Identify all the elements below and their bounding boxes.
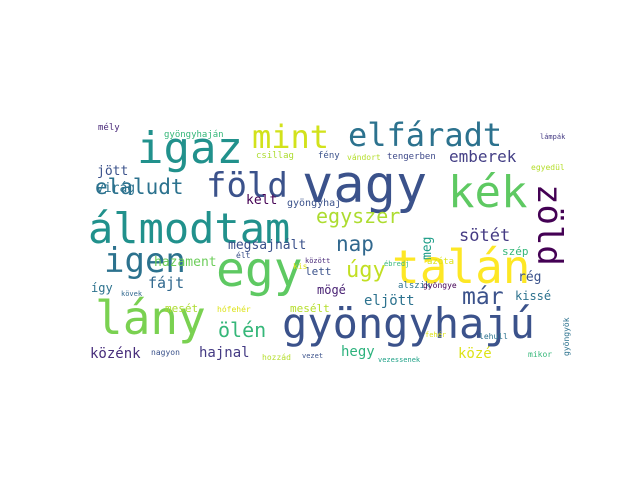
word: alszik xyxy=(398,281,431,291)
word: emberek xyxy=(449,147,517,166)
word: kissé xyxy=(515,289,551,303)
word: nagyon xyxy=(151,348,180,357)
word: igen xyxy=(104,241,186,281)
word: ölén xyxy=(218,318,266,342)
word: igaz xyxy=(137,123,243,174)
word: vándort xyxy=(347,153,381,162)
word: élt xyxy=(236,250,251,260)
word: föld xyxy=(206,166,288,206)
word: mesét xyxy=(165,302,198,315)
word: azóta xyxy=(427,256,454,267)
word: tengerben xyxy=(387,152,436,162)
word: rég xyxy=(518,270,541,285)
word: mögé xyxy=(317,283,346,297)
word: között xyxy=(305,257,330,265)
word: virág xyxy=(96,181,135,196)
word: elfáradt xyxy=(348,116,502,154)
word: mikor xyxy=(528,350,552,359)
word: fehér xyxy=(425,331,446,339)
word: egyszer xyxy=(316,204,400,228)
word: gyöngyhaj xyxy=(287,198,341,209)
word: mély xyxy=(98,122,120,133)
word: vagy xyxy=(302,155,427,215)
word: vezet xyxy=(302,352,323,360)
word: kis xyxy=(293,262,308,271)
word: nap xyxy=(336,232,374,256)
word: úgy xyxy=(346,258,386,283)
word: mint xyxy=(252,118,329,156)
word: hajnal xyxy=(199,345,250,361)
word: hófehér xyxy=(217,304,251,314)
word: kövek xyxy=(121,290,143,298)
word: eljött xyxy=(364,293,415,309)
word: álmodtam xyxy=(88,204,290,253)
word: hegy xyxy=(341,344,375,360)
word: kelt xyxy=(246,193,277,208)
word: elaludt xyxy=(95,175,184,199)
word: hazament xyxy=(154,255,217,270)
word: lehull xyxy=(479,332,508,341)
word: megsajnált xyxy=(228,238,306,253)
word: meg xyxy=(420,237,435,260)
word: jött xyxy=(97,164,128,179)
word: így xyxy=(91,281,113,295)
word: ébredj xyxy=(384,260,409,268)
word: hozzád xyxy=(262,353,291,362)
word: mesélt xyxy=(290,302,330,315)
word: vezessenek xyxy=(378,356,421,364)
word: fájt xyxy=(148,274,184,292)
word: sötét xyxy=(459,226,510,246)
word: közé xyxy=(458,346,492,362)
word: már xyxy=(462,284,504,310)
word: kék xyxy=(448,167,527,218)
word: csillag xyxy=(256,151,294,161)
word: zöld xyxy=(529,184,569,266)
word: gyöngyhaján xyxy=(164,130,224,140)
word: talán xyxy=(392,240,530,294)
word: gyöngye xyxy=(423,281,457,290)
word: egy xyxy=(216,242,303,298)
word: lett xyxy=(305,265,332,278)
word: szép xyxy=(502,245,529,258)
word: egyedül xyxy=(531,163,565,172)
word: lány xyxy=(95,291,206,345)
word: közénk xyxy=(90,346,141,362)
word: gyöngyhajú xyxy=(282,299,535,348)
word: fény xyxy=(318,150,340,161)
word: gyöngyök xyxy=(562,317,571,356)
word: lámpák xyxy=(540,133,566,141)
